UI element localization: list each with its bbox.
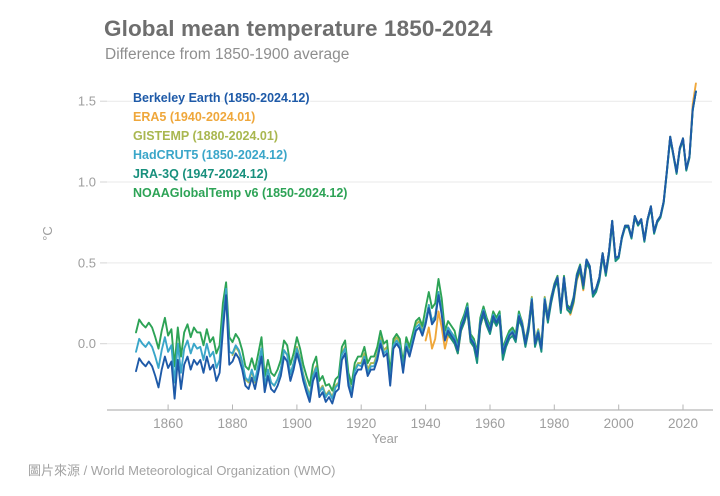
series-line-berkeley-earth <box>135 90 697 405</box>
legend-item-berkeley-earth: Berkeley Earth (1850-2024.12) <box>133 91 310 105</box>
source-caption: 圖片來源 / World Meteorological Organization… <box>28 463 336 478</box>
legend-item-hadcrut5: HadCRUT5 (1850-2024.12) <box>133 148 288 162</box>
legend: Berkeley Earth (1850-2024.12) ERA5 (1940-… <box>133 89 347 203</box>
x-tick-label: 1900 <box>282 416 312 431</box>
chart-subtitle: Difference from 1850-1900 average <box>105 46 350 63</box>
chart-title: Global mean temperature 1850-2024 <box>104 16 493 41</box>
x-tick-label: 2000 <box>604 416 634 431</box>
y-tick-label: 1.5 <box>78 94 96 109</box>
y-tick-label: 1.0 <box>78 175 96 190</box>
series-line-jra-3q <box>447 90 697 365</box>
x-tick-label: 2020 <box>668 416 698 431</box>
y-tick-label: 0.0 <box>78 336 96 351</box>
x-tick-label: 1940 <box>411 416 441 431</box>
legend-item-era5: ERA5 (1940-2024.01) <box>133 110 256 124</box>
legend-item-noaa-globaltemp-v6: NOAAGlobalTemp v6 (1850-2024.12) <box>133 186 348 200</box>
legend-item-gistemp: GISTEMP (1880-2024.01) <box>133 129 278 143</box>
x-tick-label: 1860 <box>153 416 183 431</box>
x-tick-label: 1980 <box>539 416 569 431</box>
x-axis-label: Year <box>371 431 399 446</box>
legend-item-jra-3q: JRA-3Q (1947-2024.12) <box>133 167 268 181</box>
x-tick-label: 1920 <box>346 416 376 431</box>
y-tick-label: 0.5 <box>78 255 96 270</box>
x-tick-label: 1880 <box>217 416 247 431</box>
x-tick-label: 1960 <box>475 416 505 431</box>
